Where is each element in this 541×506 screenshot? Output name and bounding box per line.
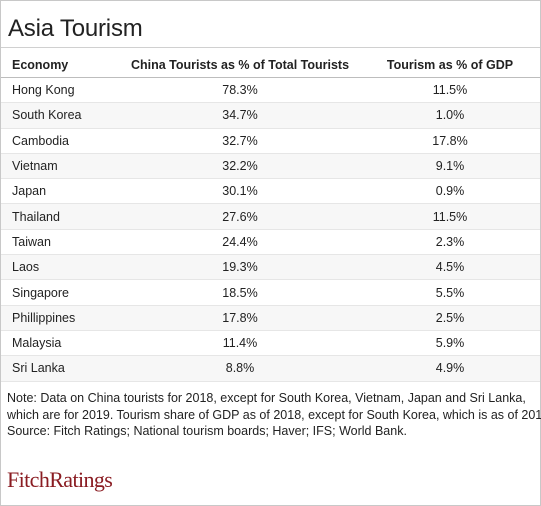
cell-china-tourists: 11.4% [120, 330, 360, 357]
cell-tourism-gdp: 5.5% [360, 279, 540, 306]
cell-china-tourists: 32.2% [120, 153, 360, 180]
table-row: Phillippines 17.8% 2.5% [1, 305, 540, 331]
footnote-line: which are for 2019. Tourism share of GDP… [7, 407, 541, 422]
cell-tourism-gdp: 11.5% [360, 203, 540, 230]
cell-china-tourists: 19.3% [120, 254, 360, 281]
cell-china-tourists: 34.7% [120, 102, 360, 129]
table-row: Sri Lanka 8.8% 4.9% [1, 355, 540, 382]
cell-economy: Singapore [1, 279, 120, 306]
header-economy: Economy [1, 53, 120, 78]
fitch-ratings-logo: FitchRatings [7, 467, 113, 492]
table-row: South Korea 34.7% 1.0% [1, 102, 540, 129]
cell-tourism-gdp: 2.3% [360, 229, 540, 256]
cell-economy: Sri Lanka [1, 355, 120, 382]
cell-economy: Malaysia [1, 330, 120, 357]
page-title: Asia Tourism [8, 15, 143, 42]
table-row: Singapore 18.5% 5.5% [1, 279, 540, 306]
table-header-row: Economy China Tourists as % of Total Tou… [1, 53, 540, 78]
cell-china-tourists: 24.4% [120, 229, 360, 256]
cell-economy: Japan [1, 178, 120, 205]
cell-economy: South Korea [1, 102, 120, 129]
footnote: Note: Data on China tourists for 2018, e… [7, 390, 541, 440]
cell-china-tourists: 8.8% [120, 355, 360, 382]
cell-china-tourists: 30.1% [120, 178, 360, 205]
cell-tourism-gdp: 0.9% [360, 178, 540, 205]
footnote-line: Note: Data on China tourists for 2018, e… [7, 391, 526, 405]
title-divider [1, 47, 540, 48]
cell-tourism-gdp: 17.8% [360, 128, 540, 154]
cell-china-tourists: 32.7% [120, 128, 360, 154]
cell-china-tourists: 17.8% [120, 305, 360, 331]
cell-tourism-gdp: 5.9% [360, 330, 540, 357]
cell-tourism-gdp: 2.5% [360, 305, 540, 331]
header-china-tourists: China Tourists as % of Total Tourists [120, 53, 360, 78]
table-row: Vietnam 32.2% 9.1% [1, 153, 540, 180]
cell-economy: Hong Kong [1, 77, 120, 104]
table-row: Japan 30.1% 0.9% [1, 178, 540, 205]
tourism-table: Economy China Tourists as % of Total Tou… [1, 53, 540, 382]
header-tourism-gdp: Tourism as % of GDP [360, 53, 540, 78]
cell-tourism-gdp: 4.9% [360, 355, 540, 382]
table-row: Laos 19.3% 4.5% [1, 254, 540, 281]
cell-economy: Taiwan [1, 229, 120, 256]
cell-china-tourists: 78.3% [120, 77, 360, 104]
cell-economy: Phillippines [1, 305, 120, 331]
cell-economy: Cambodia [1, 128, 120, 154]
table-row: Malaysia 11.4% 5.9% [1, 330, 540, 357]
cell-economy: Thailand [1, 203, 120, 230]
cell-china-tourists: 18.5% [120, 279, 360, 306]
cell-tourism-gdp: 4.5% [360, 254, 540, 281]
cell-tourism-gdp: 1.0% [360, 102, 540, 129]
cell-economy: Laos [1, 254, 120, 281]
table-row: Cambodia 32.7% 17.8% [1, 128, 540, 154]
cell-tourism-gdp: 9.1% [360, 153, 540, 180]
cell-china-tourists: 27.6% [120, 203, 360, 230]
cell-tourism-gdp: 11.5% [360, 77, 540, 104]
cell-economy: Vietnam [1, 153, 120, 180]
table-row: Taiwan 24.4% 2.3% [1, 229, 540, 256]
source-line: Source: Fitch Ratings; National tourism … [7, 424, 407, 438]
table-row: Hong Kong 78.3% 11.5% [1, 77, 540, 104]
table-row: Thailand 27.6% 11.5% [1, 203, 540, 230]
